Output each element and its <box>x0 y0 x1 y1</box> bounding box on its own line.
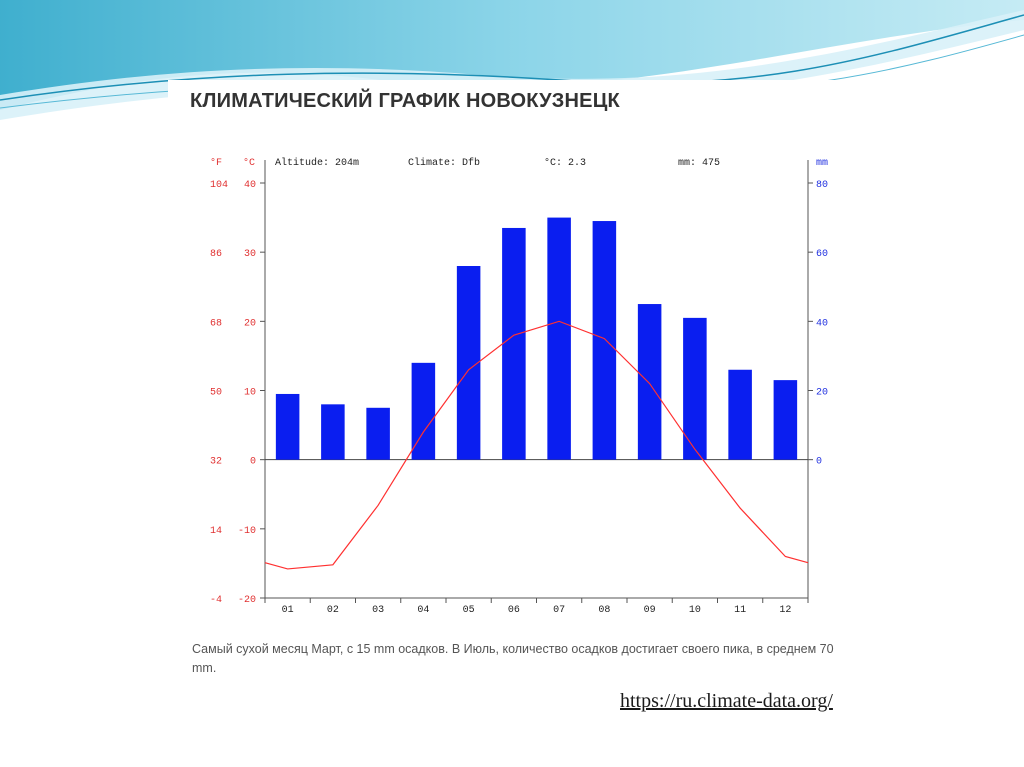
x-tick-label: 02 <box>327 605 339 616</box>
tick-label-mm: 60 <box>816 249 828 260</box>
tick-label-mm: 20 <box>816 388 828 399</box>
tick-label-mm: 80 <box>816 180 828 191</box>
tick-label-mm: 40 <box>816 318 828 329</box>
avg-temp-label: °C: 2.3 <box>544 157 586 169</box>
x-tick-label: 06 <box>508 605 520 616</box>
x-tick-label: 08 <box>598 605 610 616</box>
precip-bar <box>502 227 526 460</box>
tick-label-fahrenheit: 50 <box>210 388 222 399</box>
x-tick-label: 07 <box>553 605 565 616</box>
chart-caption: Самый сухой месяц Март, с 15 mm осадков.… <box>192 642 834 675</box>
x-tick-label: 12 <box>779 605 791 616</box>
climate-label: Climate: Dfb <box>408 157 480 169</box>
tick-label-fahrenheit: 68 <box>210 318 222 329</box>
x-tick-label: 10 <box>689 605 701 616</box>
precip-bar <box>366 407 390 460</box>
tick-label-fahrenheit: 14 <box>210 526 222 537</box>
altitude-label: Altitude: 204m <box>275 157 359 169</box>
tick-label-celsius: 30 <box>244 249 256 260</box>
precip-bar <box>728 369 752 460</box>
precip-bar <box>592 221 617 460</box>
tick-label-celsius: 0 <box>250 457 256 468</box>
precip-total-label: mm: 475 <box>678 158 720 169</box>
tick-label-fahrenheit: -4 <box>210 595 222 606</box>
tick-label-mm: 0 <box>816 457 822 468</box>
tick-label-fahrenheit: 32 <box>210 457 222 468</box>
precip-bar <box>456 266 481 460</box>
tick-label-celsius: 40 <box>244 180 256 191</box>
axis-label-mm: mm <box>816 158 828 169</box>
precip-bar <box>275 393 300 460</box>
x-tick-label: 11 <box>734 605 746 616</box>
precip-bar <box>411 362 436 460</box>
precip-bar <box>547 217 571 460</box>
x-tick-label: 01 <box>282 605 294 616</box>
axis-label-fahrenheit: °F <box>210 157 222 169</box>
x-tick-label: 09 <box>644 605 656 616</box>
source-link[interactable]: https://ru.climate-data.org/ <box>620 690 833 712</box>
tick-label-celsius: 10 <box>244 388 256 399</box>
tick-label-celsius: 20 <box>244 318 256 329</box>
chart-title: КЛИМАТИЧЕСКИЙ ГРАФИК НОВОКУЗНЕЦК <box>190 90 620 112</box>
temperature-line <box>264 320 809 570</box>
x-tick-label: 04 <box>417 605 429 616</box>
precip-bar <box>773 380 798 460</box>
tick-label-celsius: -10 <box>238 526 256 537</box>
axis-label-celsius: °C <box>243 157 255 169</box>
tick-label-celsius: -20 <box>238 595 256 606</box>
tick-label-fahrenheit: 104 <box>210 180 228 191</box>
tick-label-fahrenheit: 86 <box>210 249 222 260</box>
precip-bar <box>321 404 345 460</box>
x-tick-label: 05 <box>463 605 475 616</box>
precip-bar <box>637 304 662 460</box>
x-tick-label: 03 <box>372 605 384 616</box>
precip-bar <box>683 317 707 460</box>
